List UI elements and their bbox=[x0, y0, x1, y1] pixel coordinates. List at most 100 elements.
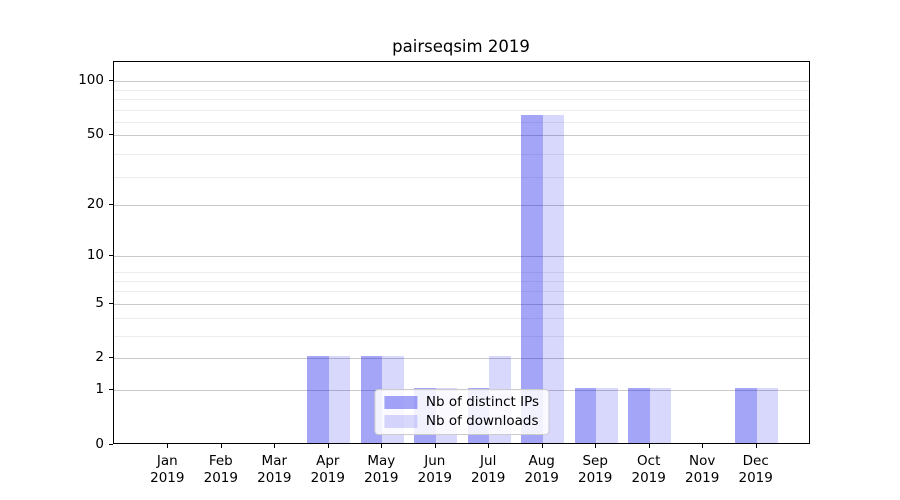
legend-label-distinct-ips: Nb of distinct IPs bbox=[425, 394, 540, 410]
x-tick-mark bbox=[167, 444, 169, 448]
bar-oct-distinct-ips bbox=[628, 388, 650, 443]
y-tick-mark bbox=[109, 133, 113, 135]
minor-gridline bbox=[114, 291, 809, 293]
y-tick-mark bbox=[109, 357, 113, 359]
x-tick-mark bbox=[381, 444, 383, 448]
x-tick-text: Sep bbox=[582, 453, 608, 469]
x-tick-mark bbox=[274, 444, 276, 448]
bar-oct-downloads bbox=[649, 388, 672, 443]
bar-dec-distinct-ips bbox=[735, 388, 757, 443]
minor-gridline bbox=[114, 109, 809, 111]
minor-gridline bbox=[114, 271, 809, 273]
x-tick-mark bbox=[488, 444, 490, 448]
x-tick-label: Jun 2019 bbox=[400, 453, 470, 486]
x-tick-mark bbox=[755, 444, 757, 448]
x-tick-text: Nov bbox=[689, 453, 716, 469]
minor-gridline bbox=[114, 153, 809, 155]
major-gridline bbox=[114, 358, 809, 360]
y-tick-label: 50 bbox=[86, 125, 104, 142]
y-tick-label: 2 bbox=[95, 349, 104, 366]
y-tick-mark bbox=[109, 254, 113, 256]
x-tick-mark bbox=[434, 444, 436, 448]
major-gridline bbox=[114, 134, 809, 136]
y-tick-label: 1 bbox=[95, 381, 104, 398]
x-tick-label: Dec 2019 bbox=[721, 453, 791, 486]
x-tick-text: Oct bbox=[637, 453, 661, 469]
major-gridline bbox=[114, 80, 809, 82]
y-tick-mark bbox=[109, 79, 113, 81]
bar-apr-distinct-ips bbox=[307, 356, 329, 443]
legend-swatch-downloads-icon bbox=[383, 415, 417, 428]
x-tick-text: Apr bbox=[316, 453, 340, 469]
x-tick-text: Dec bbox=[742, 453, 769, 469]
bar-sep-downloads bbox=[596, 388, 618, 443]
y-tick-label: 10 bbox=[86, 246, 104, 263]
x-tick-text: 2019 bbox=[417, 469, 452, 486]
x-tick-label: Sep 2019 bbox=[560, 453, 630, 486]
major-gridline bbox=[114, 303, 809, 305]
x-tick-text: Jul bbox=[480, 453, 497, 469]
x-tick-label: Apr 2019 bbox=[293, 453, 363, 486]
legend-label-downloads: Nb of downloads bbox=[425, 413, 539, 429]
bar-apr-downloads bbox=[328, 356, 351, 443]
x-tick-label: Jan 2019 bbox=[132, 453, 202, 486]
bar-aug-downloads bbox=[542, 114, 565, 443]
minor-gridline bbox=[114, 280, 809, 282]
major-gridline bbox=[114, 204, 809, 206]
minor-gridline bbox=[114, 121, 809, 123]
minor-gridline bbox=[114, 318, 809, 319]
x-tick-text: Feb bbox=[208, 453, 233, 469]
x-tick-text: Mar bbox=[261, 453, 288, 469]
y-tick-mark bbox=[109, 444, 113, 446]
major-gridline bbox=[114, 255, 809, 257]
legend-swatch-distinct-ips-icon bbox=[383, 396, 417, 409]
x-tick-mark bbox=[702, 444, 704, 448]
x-tick-mark bbox=[595, 444, 597, 448]
minor-gridline bbox=[114, 335, 809, 337]
minor-gridline bbox=[114, 176, 809, 178]
x-tick-text: Jun bbox=[424, 453, 446, 469]
y-tick-label: 5 bbox=[95, 294, 104, 311]
bar-aug-distinct-ips bbox=[521, 114, 543, 443]
x-tick-label: Jul 2019 bbox=[453, 453, 523, 486]
plot-area: Nb of distinct IPs Nb of downloads bbox=[113, 61, 810, 444]
legend-item-distinct-ips: Nb of distinct IPs bbox=[383, 394, 540, 410]
x-tick-text: May bbox=[367, 453, 396, 469]
x-tick-label: Feb 2019 bbox=[186, 453, 256, 486]
minor-gridline bbox=[114, 89, 809, 91]
x-tick-text: 2019 bbox=[203, 469, 238, 486]
x-tick-label: Mar 2019 bbox=[239, 453, 309, 486]
x-tick-text: 2019 bbox=[578, 469, 613, 486]
x-tick-text: 2019 bbox=[310, 469, 345, 486]
chart-title: pairseqsim 2019 bbox=[392, 37, 530, 56]
y-tick-mark bbox=[109, 302, 113, 304]
legend-item-downloads: Nb of downloads bbox=[383, 413, 539, 429]
x-tick-mark bbox=[541, 444, 543, 448]
x-tick-mark bbox=[220, 444, 222, 448]
x-tick-label: Oct 2019 bbox=[614, 453, 684, 486]
minor-gridline bbox=[114, 99, 809, 101]
x-tick-text: 2019 bbox=[631, 469, 666, 486]
bar-dec-downloads bbox=[756, 388, 779, 443]
x-tick-text: 2019 bbox=[738, 469, 773, 486]
x-tick-mark bbox=[648, 444, 650, 448]
x-tick-text: 2019 bbox=[685, 469, 720, 486]
x-tick-label: May 2019 bbox=[346, 453, 416, 486]
y-tick-label: 20 bbox=[86, 195, 104, 212]
y-tick-mark bbox=[109, 203, 113, 205]
bar-sep-distinct-ips bbox=[574, 388, 597, 443]
x-tick-label: Nov 2019 bbox=[667, 453, 737, 486]
y-tick-mark bbox=[109, 389, 113, 391]
x-tick-label: Aug 2019 bbox=[507, 453, 577, 486]
x-tick-text: 2019 bbox=[524, 469, 559, 486]
x-tick-text: Aug bbox=[528, 453, 555, 469]
x-tick-text: 2019 bbox=[471, 469, 506, 486]
x-tick-text: 2019 bbox=[150, 469, 185, 486]
legend: Nb of distinct IPs Nb of downloads bbox=[373, 389, 550, 435]
y-tick-label: 0 bbox=[95, 436, 104, 452]
x-tick-mark bbox=[327, 444, 329, 448]
x-tick-text: Jan bbox=[156, 453, 178, 469]
x-tick-text: 2019 bbox=[364, 469, 399, 486]
y-tick-label: 100 bbox=[78, 71, 104, 88]
